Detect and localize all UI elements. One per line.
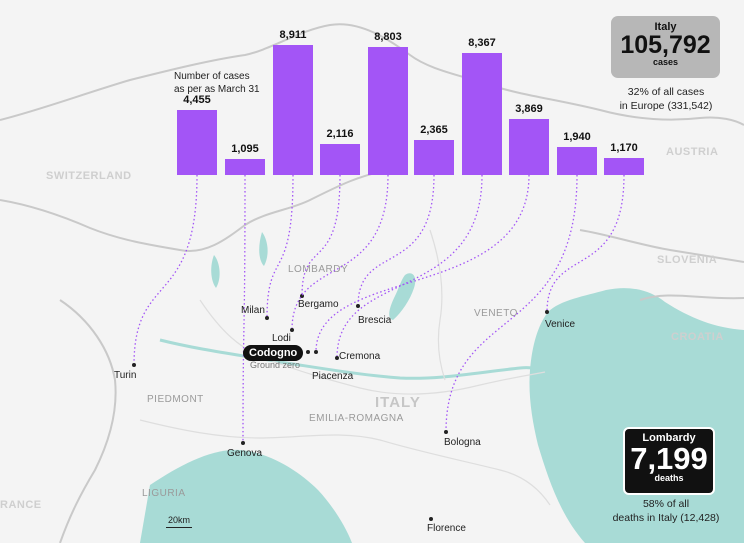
regional-border (139, 419, 551, 506)
region-label-veneto: VENETO (474, 308, 518, 319)
leader-line (133, 174, 198, 366)
lake-maggiore (211, 255, 220, 288)
city-label-piacenza: Piacenza (312, 371, 354, 382)
country-label-slovenia: SLOVENIA (657, 254, 718, 266)
bar-value-label: 1,170 (610, 142, 638, 154)
leader-line (546, 174, 625, 313)
city-dot (545, 310, 549, 314)
italy-note-line-1: 32% of all cases (627, 86, 705, 98)
lombardy-box-value: 7,199 (630, 441, 708, 476)
cases-note: Number of cases as per as March 31 (174, 70, 260, 96)
city-dot (241, 441, 245, 445)
city-dot (306, 350, 310, 354)
italy-box-value: 105,792 (620, 31, 711, 59)
italy-total-box: Italy 105,792 cases (611, 16, 720, 78)
bar-value-label: 1,940 (563, 131, 591, 143)
city-label-bologna: Bologna (444, 437, 481, 448)
bar-value-label: 8,803 (374, 31, 402, 43)
scale-bar (166, 527, 192, 528)
lombardy-box-unit: deaths (654, 473, 684, 483)
country-label-austria: AUSTRIA (666, 146, 719, 158)
leader-line (357, 174, 435, 307)
bar-cremona (462, 53, 502, 175)
scale-label: 20km (168, 515, 191, 525)
bar-bergamo (320, 144, 360, 175)
city-dot (132, 363, 136, 367)
leader-line (445, 174, 578, 433)
bar-bologna (557, 147, 597, 175)
city-label-lodi: Lodi (272, 333, 291, 344)
bar-lodi (368, 47, 408, 175)
bar-brescia (414, 140, 454, 175)
bar-turin (177, 110, 217, 175)
city-label-genova: Genova (227, 448, 263, 459)
country-label-france: RANCE (0, 499, 42, 511)
region-label-emilia-romagna: EMILIA-ROMAGNA (309, 413, 404, 424)
city-label-florence: Florence (427, 523, 466, 534)
national-border (59, 299, 117, 543)
leader-line (266, 174, 294, 319)
leader-line (291, 174, 389, 331)
region-label-piedmont: PIEDMONT (147, 394, 204, 405)
country-label-croatia: CROATIA (671, 331, 724, 343)
city-label-brescia: Brescia (358, 315, 392, 326)
regional-border (429, 229, 446, 381)
lombardy-note-line-2: deaths in Italy (12,428) (612, 512, 720, 524)
city-label-bergamo: Bergamo (298, 299, 339, 310)
bar-value-label: 2,365 (420, 124, 448, 136)
cases-note-line-1: Number of cases (174, 71, 250, 82)
country-label-italy: ITALY (375, 394, 421, 411)
city-label-milan: Milan (241, 305, 265, 316)
italy-note-line-2: in Europe (331,542) (619, 100, 713, 112)
city-dot (335, 356, 339, 360)
po-river (159, 338, 546, 380)
national-border (579, 229, 744, 263)
city-dot (429, 517, 433, 521)
city-label-cremona: Cremona (339, 351, 381, 362)
lombardy-box-title: Lombardy (642, 432, 696, 444)
leader-line (315, 174, 530, 353)
codogno-badge: Codogno (243, 345, 304, 361)
bar-genova (225, 159, 265, 175)
national-border (639, 294, 744, 301)
country-label-switzerland: SWITZERLAND (46, 170, 132, 182)
city-dot (356, 304, 360, 308)
national-border (0, 169, 391, 252)
region-label-liguria: LIGURIA (142, 488, 186, 499)
bar-value-label: 3,869 (515, 103, 543, 115)
leader-line (336, 174, 483, 359)
lombardy-note: 58% of all deaths in Italy (12,428) (590, 497, 742, 525)
cases-note-line-2: as per as March 31 (174, 84, 260, 95)
leader-line (301, 174, 341, 297)
ground-zero-label: Ground zero (250, 360, 301, 370)
city-dot (290, 328, 294, 332)
bar-piacenza (509, 119, 549, 175)
lombardy-deaths-box: Lombardy 7,199 deaths (623, 427, 715, 495)
bar-value-label: 8,911 (279, 29, 307, 41)
bar-milan (273, 45, 313, 175)
city-dot (444, 430, 448, 434)
bar-value-label: 4,455 (183, 94, 211, 106)
italy-note: 32% of all cases in Europe (331,542) (596, 85, 736, 113)
city-label-turin: Turin (114, 370, 137, 381)
ligurian-sea (140, 449, 352, 543)
bar-venice (604, 158, 644, 175)
lake-garda (389, 273, 416, 320)
lake-como (259, 232, 268, 266)
bar-value-label: 1,095 (231, 143, 259, 155)
city-dot (265, 316, 269, 320)
leader-line (242, 174, 246, 444)
bar-value-label: 8,367 (468, 37, 496, 49)
italy-box-unit: cases (652, 57, 679, 67)
italy-box-title: Italy (654, 21, 677, 33)
city-label-venice: Venice (545, 319, 576, 330)
lombardy-note-line-1: 58% of all (642, 498, 690, 510)
region-label-lombardy: LOMBARDY (288, 264, 349, 275)
bar-value-label: 2,116 (326, 128, 354, 140)
city-dot (314, 350, 318, 354)
